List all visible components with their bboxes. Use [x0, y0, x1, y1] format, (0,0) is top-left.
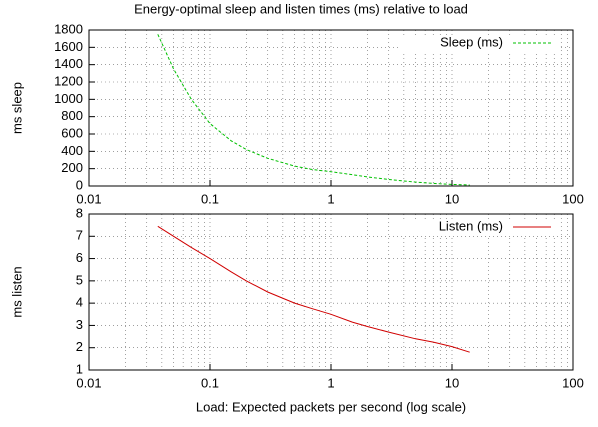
- y-tick-label: 5: [76, 272, 83, 287]
- x-tick-label: 1: [327, 375, 334, 390]
- y-tick-label: 7: [76, 228, 83, 243]
- x-tick-label: 0.01: [76, 191, 101, 206]
- chart-title: Energy-optimal sleep and listen times (m…: [134, 1, 468, 16]
- legend-bg: [400, 219, 560, 235]
- y-tick-label: 800: [61, 108, 83, 123]
- x-tick-label: 1: [327, 191, 334, 206]
- x-tick-label: 100: [562, 375, 584, 390]
- y-tick-label: 200: [61, 160, 83, 175]
- legend-label: Listen (ms): [439, 218, 503, 233]
- legend-label: Sleep (ms): [440, 34, 503, 49]
- line-series: [157, 225, 470, 353]
- y-tick-label: 600: [61, 125, 83, 140]
- y-tick-label: 6: [76, 250, 83, 265]
- y-tick-label: 1800: [54, 21, 83, 36]
- y-tick-label: 1400: [54, 56, 83, 71]
- plot-frame: [88, 29, 574, 187]
- x-tick-label: 10: [445, 375, 459, 390]
- y-tick-label: 1200: [54, 73, 83, 88]
- y-axis-label: ms sleep: [9, 82, 24, 134]
- x-tick-label: 10: [445, 191, 459, 206]
- x-axis-label: Load: Expected packets per second (log s…: [196, 399, 466, 414]
- x-tick-label: 0.01: [76, 375, 101, 390]
- y-tick-label: 4: [76, 295, 83, 310]
- line-series: [157, 34, 470, 186]
- plot-frame: [88, 213, 574, 371]
- x-tick-label: 100: [562, 191, 584, 206]
- legend-bg: [400, 35, 560, 51]
- y-tick-label: 8: [76, 205, 83, 220]
- y-tick-label: 1000: [54, 91, 83, 106]
- y-tick-label: 3: [76, 317, 83, 332]
- y-tick-label: 1600: [54, 39, 83, 54]
- y-tick-label: 0: [76, 177, 83, 192]
- y-tick-label: 400: [61, 143, 83, 158]
- y-axis-label: ms listen: [9, 266, 24, 317]
- y-tick-label: 2: [76, 339, 83, 354]
- y-tick-label: 1: [76, 361, 83, 376]
- x-tick-label: 0.1: [201, 375, 219, 390]
- x-tick-label: 0.1: [201, 191, 219, 206]
